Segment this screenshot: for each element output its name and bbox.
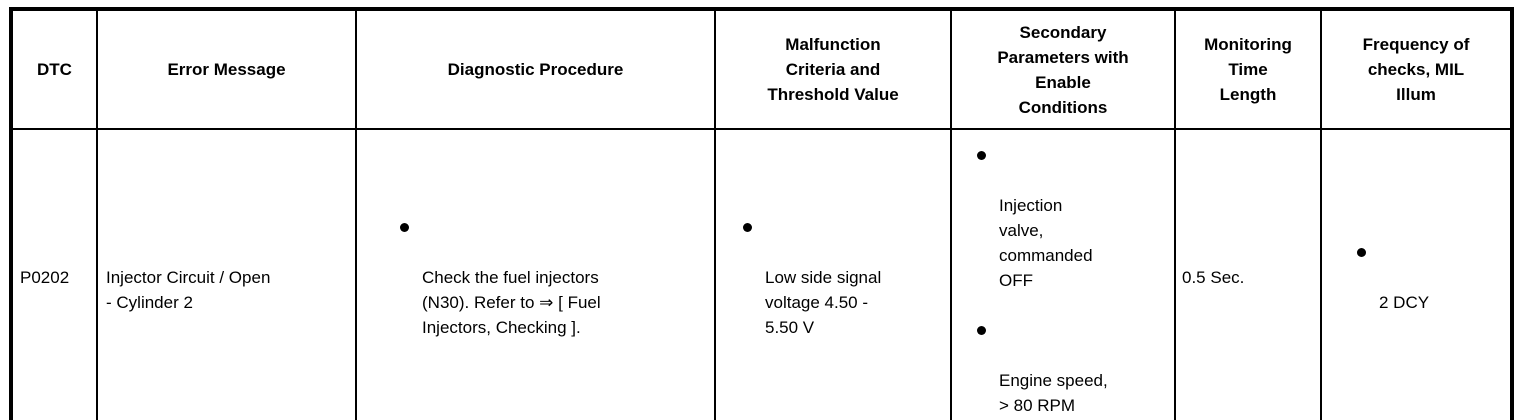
header-error-message: Error Message [96,8,357,130]
cell-secondary-parameters: Injection valve, commanded OFF Engine sp… [950,128,1176,420]
list-item: Low side signal voltage 4.50 - 5.50 V [742,215,946,340]
header-monitoring-time: Monitoring Time Length [1174,8,1322,130]
bullet-icon [743,222,752,232]
cell-diagnostic-procedure: Check the fuel injectors (N30). Refer to… [355,128,716,420]
table-row: P0202 Injector Circuit / Open - Cylinder… [10,128,1513,420]
secondary-parameter-text: Engine speed, > 80 RPM [999,371,1108,415]
list-item: Engine speed, > 80 RPM [976,318,1170,418]
error-message-text: Injector Circuit / Open - Cylinder 2 [106,267,271,312]
header-frequency-of-checks: Frequency of checks, MIL Illum [1320,8,1513,130]
cell-error-message: Injector Circuit / Open - Cylinder 2 [96,128,357,420]
list-item: Check the fuel injectors (N30). Refer to… [399,215,706,340]
frequency-text: 2 DCY [1379,292,1430,312]
header-secondary-parameters: Secondary Parameters with Enable Conditi… [950,8,1176,130]
bullet-icon [400,222,409,232]
dtc-table: DTC Error Message Diagnostic Procedure M… [9,7,1514,420]
bullet-icon [977,326,986,335]
bullet-icon [1357,247,1366,257]
header-row: DTC Error Message Diagnostic Procedure M… [10,8,1513,130]
header-malfunction-criteria: Malfunction Criteria and Threshold Value [714,8,952,130]
list-item: Injection valve, commanded OFF [976,143,1170,293]
cell-monitoring-time: 0.5 Sec. [1174,128,1322,420]
cell-frequency-of-checks: 2 DCY [1320,128,1513,420]
cell-malfunction-criteria: Low side signal voltage 4.50 - 5.50 V [714,128,952,420]
secondary-parameter-text: Injection valve, commanded OFF [999,196,1093,290]
malfunction-criteria-text: Low side signal voltage 4.50 - 5.50 V [765,267,882,337]
bullet-icon [977,151,986,160]
cell-dtc: P0202 [10,128,98,420]
monitoring-time-text: 0.5 Sec. [1182,267,1245,287]
header-diagnostic-procedure: Diagnostic Procedure [355,8,716,130]
list-item: 2 DCY [1356,240,1506,315]
header-dtc: DTC [10,8,98,130]
diagnostic-procedure-text: Check the fuel injectors (N30). Refer to… [422,267,601,337]
dtc-code: P0202 [20,267,70,287]
